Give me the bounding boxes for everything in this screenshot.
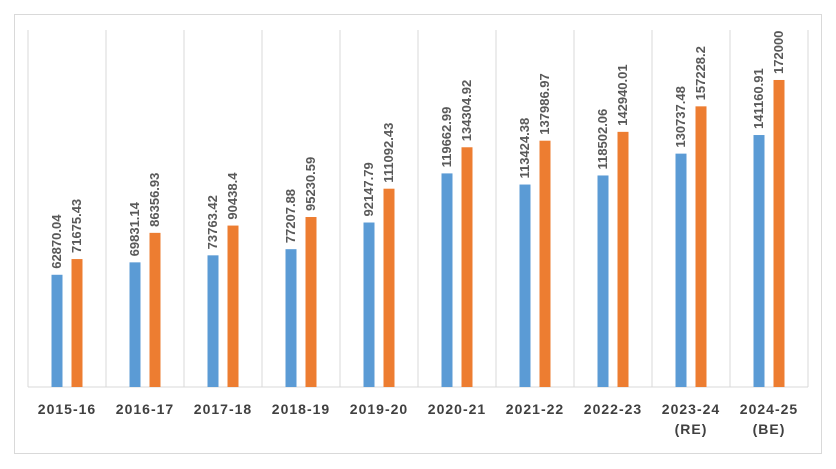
bar	[539, 140, 551, 387]
bar	[461, 147, 473, 387]
data-label: 137986.97	[537, 73, 552, 134]
bar	[773, 79, 785, 387]
x-tick-label: 2020-21	[428, 401, 486, 417]
data-label: 113424.38	[517, 118, 532, 179]
x-tick-label: 2016-17	[116, 401, 174, 417]
bar	[227, 225, 239, 387]
data-label: 77207.88	[283, 189, 298, 243]
bar	[519, 184, 531, 387]
data-label: 130737.48	[673, 86, 688, 147]
data-label: 172000	[771, 31, 786, 74]
data-label: 141160.91	[751, 68, 766, 129]
bar	[695, 106, 707, 388]
bar	[71, 259, 83, 387]
x-tick-label: (RE)	[675, 421, 708, 437]
bar	[51, 274, 63, 387]
x-tick-label: 2018-19	[272, 401, 330, 417]
data-label: 95230.59	[303, 157, 318, 211]
data-label: 119662.99	[439, 107, 454, 168]
data-label: 90438.4	[225, 172, 240, 220]
data-label: 69831.14	[127, 201, 142, 256]
x-tick-label: 2022-23	[584, 401, 642, 417]
data-label: 73763.42	[205, 195, 220, 249]
bar	[383, 188, 395, 387]
bar	[363, 222, 375, 387]
bar	[207, 255, 219, 387]
data-label: 142940.01	[615, 64, 630, 125]
bar	[597, 175, 609, 387]
data-label: 157228.2	[693, 46, 708, 100]
bar	[129, 262, 141, 387]
data-label: 134304.92	[459, 80, 474, 141]
x-tick-label: (BE)	[753, 421, 786, 437]
data-label: 118502.06	[595, 109, 610, 170]
bar	[149, 232, 161, 387]
x-tick-label: 2015-16	[38, 401, 96, 417]
x-tick-label: 2023-24	[662, 401, 720, 417]
data-label: 111092.43	[381, 123, 396, 183]
x-tick-label: 2021-22	[506, 401, 564, 417]
chart-frame	[14, 14, 822, 454]
x-tick-label: 2017-18	[194, 401, 252, 417]
bar	[285, 249, 297, 387]
bar	[617, 131, 629, 387]
data-label: 71675.43	[69, 199, 84, 253]
bar	[675, 153, 687, 387]
data-label: 62870.04	[49, 214, 64, 269]
data-label: 86356.93	[147, 173, 162, 227]
data-label: 92147.79	[361, 162, 376, 216]
bar	[441, 173, 453, 387]
bar	[753, 135, 765, 387]
x-tick-label: 2024-25	[740, 401, 798, 417]
bar	[305, 217, 317, 387]
x-tick-label: 2019-20	[350, 401, 408, 417]
